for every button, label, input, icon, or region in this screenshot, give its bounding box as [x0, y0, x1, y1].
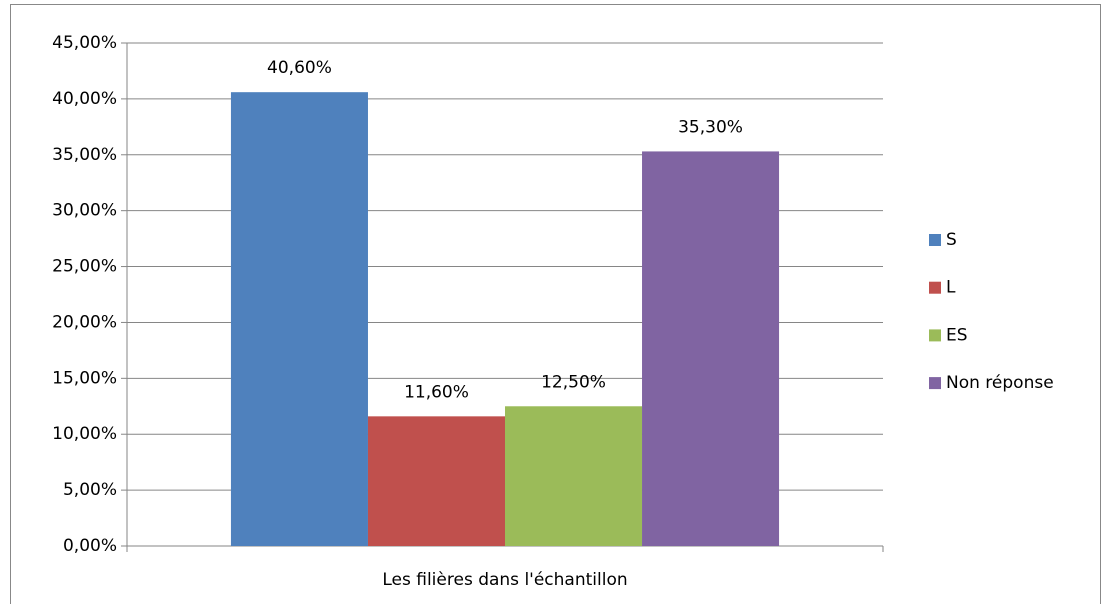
- y-tick-label: 35,00%: [52, 145, 117, 165]
- y-tick-label: 25,00%: [52, 257, 117, 277]
- data-label: 12,50%: [541, 372, 606, 392]
- legend-swatch: [929, 377, 941, 390]
- legend-swatch: [929, 234, 941, 246]
- data-label: 35,30%: [678, 117, 743, 137]
- y-tick-label: 30,00%: [52, 201, 117, 221]
- legend-label: Non réponse: [946, 373, 1054, 393]
- legend-swatch: [929, 281, 941, 294]
- bar: [642, 151, 780, 546]
- y-tick-label: 20,00%: [52, 312, 117, 332]
- y-tick-label: 40,00%: [52, 89, 117, 109]
- legend-swatch: [929, 329, 941, 342]
- y-tick-label: 10,00%: [52, 424, 117, 444]
- legend-label: ES: [946, 325, 968, 345]
- bar: [505, 406, 643, 546]
- y-tick-label: 15,00%: [52, 368, 117, 388]
- data-label: 11,60%: [404, 382, 469, 402]
- bar: [230, 92, 368, 546]
- y-tick-label: 0,00%: [63, 536, 117, 556]
- y-tick-label: 5,00%: [63, 480, 117, 500]
- data-label: 40,60%: [267, 58, 332, 78]
- legend-label: L: [946, 278, 956, 298]
- y-tick-label: 45,00%: [52, 33, 117, 53]
- x-tick-label: Les filières dans l'échantillon: [382, 570, 627, 590]
- bar: [367, 416, 505, 546]
- legend-label: S: [946, 230, 957, 250]
